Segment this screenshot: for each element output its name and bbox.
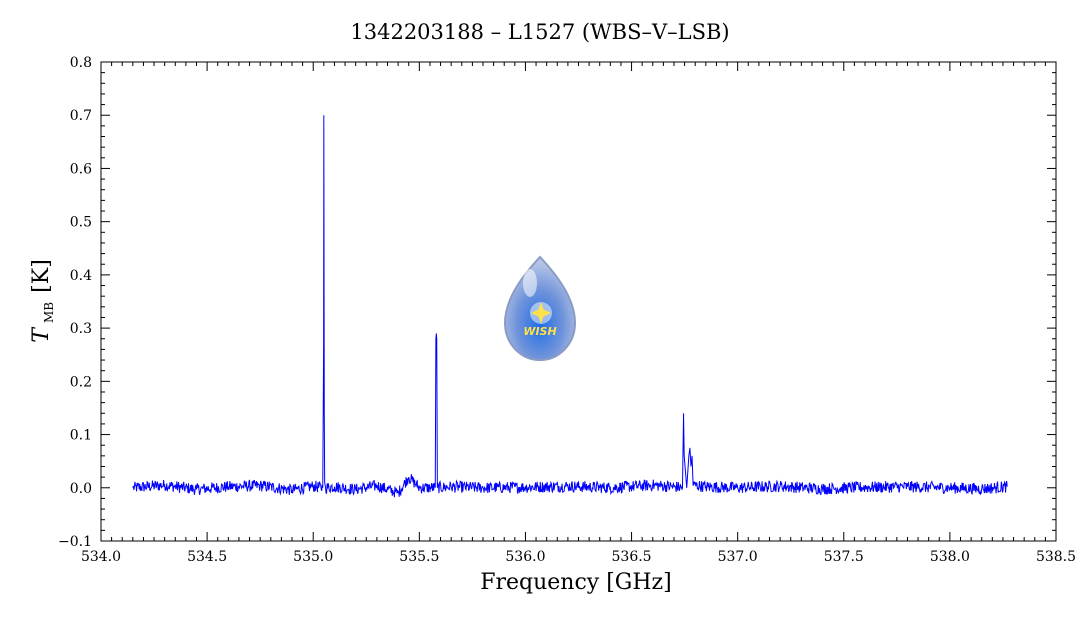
water-drop-highlight (523, 269, 537, 297)
y-tick-label: 0.4 (70, 268, 92, 284)
y-tick-label: 0.3 (70, 321, 92, 337)
plot-border (100, 61, 1057, 542)
x-axis-title: Frequency [GHz] (480, 570, 672, 595)
x-tick-label: 538.0 (930, 549, 970, 565)
x-tick-label: 537.5 (824, 549, 864, 565)
x-tick-label: 537.0 (718, 549, 758, 565)
y-axis-title: T MB [K] (29, 259, 57, 343)
y-tick-label: 0.1 (70, 428, 92, 444)
y-axis-tick-labels: −0.1 0.0 0.1 0.2 0.3 0.4 0.5 0.6 0.7 0.8 (58, 55, 92, 550)
x-tick-label: 535.5 (399, 549, 439, 565)
y-axis-symbol: T (29, 326, 54, 343)
logo-text: WISH (523, 325, 556, 338)
y-axis-subscript: MB (42, 302, 56, 323)
x-axis-ticks (100, 62, 1057, 541)
x-tick-label: 534.0 (81, 549, 121, 565)
series-layer (132, 115, 1008, 498)
y-tick-label: 0.8 (70, 55, 92, 71)
spectrum-series-line (132, 115, 1008, 498)
x-axis-tick-labels: 534.0 534.5 535.0 535.5 536.0 536.5 537.0 537.5… (81, 549, 1076, 565)
star-icon (531, 302, 551, 324)
y-tick-label: 0.2 (70, 374, 92, 390)
water-drop-star-logo: WISH (503, 255, 577, 362)
y-tick-label: 0.0 (70, 481, 92, 497)
x-tick-label: 536.5 (612, 549, 652, 565)
y-tick-label: 0.6 (70, 161, 92, 177)
y-tick-label: 0.5 (70, 215, 92, 231)
chart-title: 1342203188 – L1527 (WBS–V–LSB) (350, 20, 729, 44)
y-tick-label: 0.7 (70, 108, 92, 124)
x-tick-label: 538.5 (1036, 549, 1076, 565)
y-axis-ticks (101, 61, 1056, 542)
y-axis-unit: [K] (29, 259, 54, 293)
y-tick-label: −0.1 (58, 534, 92, 550)
x-tick-label: 536.0 (505, 549, 545, 565)
x-tick-label: 534.5 (187, 549, 227, 565)
x-tick-label: 535.0 (293, 549, 333, 565)
plot-frame (100, 61, 1057, 542)
